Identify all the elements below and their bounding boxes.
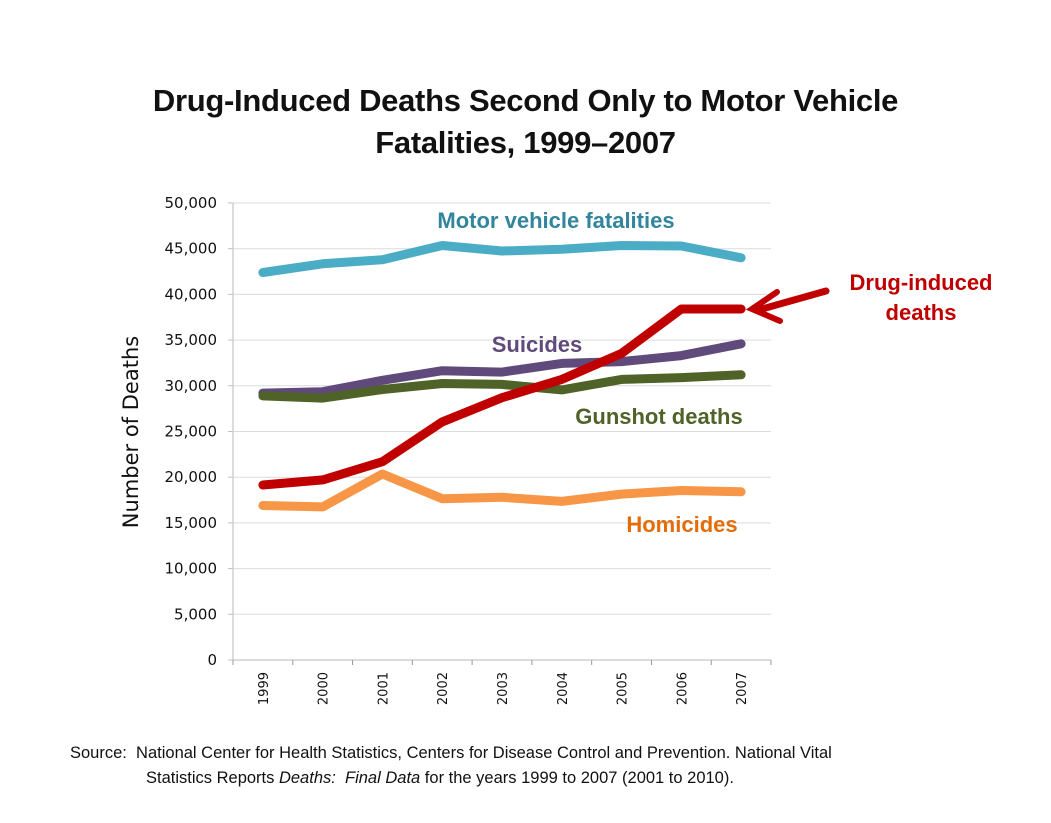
y-tick-label: 40,000 [165,285,218,303]
source-italic-deaths: Deaths: [278,769,336,787]
gridlines [233,202,771,615]
y-tick-label: 25,000 [165,423,218,441]
x-tick-label: 2000 [317,672,332,705]
x-tick-label: 1999 [257,672,272,705]
label-line: Drug-induced [850,270,993,295]
x-tick-label: 2005 [616,672,631,705]
x-tick-label: 2006 [675,672,690,705]
series-label-homicides: Homicides [626,512,737,537]
series-line-homicides [258,469,746,512]
series-line-suicides [258,339,746,398]
source-text-2b: for the years 1999 to 2007 (2001 to 2010… [420,769,734,787]
x-tick-label: 2002 [436,672,451,705]
y-tick-label: 50,000 [165,194,218,212]
series-line-gunshot-deaths [258,370,746,403]
y-tick-label: 0 [207,651,217,669]
arrow-shaft [758,287,830,313]
x-tick-label: 2003 [496,672,511,705]
arrow-head [745,289,783,324]
y-tick-label: 5,000 [174,605,217,623]
y-tick-label: 20,000 [165,468,218,486]
x-axis: 1999 2000 2001 2002 2003 2004 2005 2006 2007 [232,659,772,705]
source-note: Source: National Center for Health Stati… [70,741,832,791]
chart-title: Drug-Induced Deaths Second Only to Motor… [0,80,1051,164]
y-axis-title: Number of Deaths [119,336,143,528]
x-tick-label: 2004 [556,672,571,705]
label-line: deaths [886,300,957,325]
series-line-drug-induced-deaths [258,304,746,490]
chart-title-line-2: Fatalities, 1999–2007 [375,125,676,160]
source-line-1: Source: National Center for Health Stati… [70,741,832,766]
series-label-suicides: Suicides [492,332,582,357]
x-tick-label: 2001 [376,672,391,705]
series-lines [258,241,746,512]
source-prefix: Source: [70,744,127,762]
y-tick-label: 35,000 [165,331,218,349]
y-tick-label: 15,000 [165,514,218,532]
source-italic-final-data: Final Data [345,769,421,787]
series-labels: Motor vehicle fatalities Suicides Gunshot … [437,208,992,537]
source-line-2: Statistics Reports Deaths: Final Data fo… [70,766,832,791]
y-axis: 0 5,000 10,000 15,000 20,000 25,000 30,000 35,0… [165,194,234,669]
chart-title-line-1: Drug-Induced Deaths Second Only to Motor… [152,83,899,118]
source-text-1: National Center for Health Statistics, C… [136,744,832,762]
y-tick-label: 30,000 [165,377,218,395]
series-label-motor-vehicle-fatalities: Motor vehicle fatalities [437,208,674,233]
series-label-drug-induced-deaths: Drug-induced deaths [850,270,993,325]
y-tick-label: 45,000 [165,240,218,258]
source-text-2a: Statistics Reports [146,769,279,787]
series-line-motor-vehicle-fatalities [258,241,746,277]
x-tick-label: 2007 [735,672,750,705]
y-tick-label: 10,000 [165,560,218,578]
source-gap [336,769,345,787]
series-label-gunshot-deaths: Gunshot deaths [575,404,742,429]
arrow-icon [745,287,830,324]
